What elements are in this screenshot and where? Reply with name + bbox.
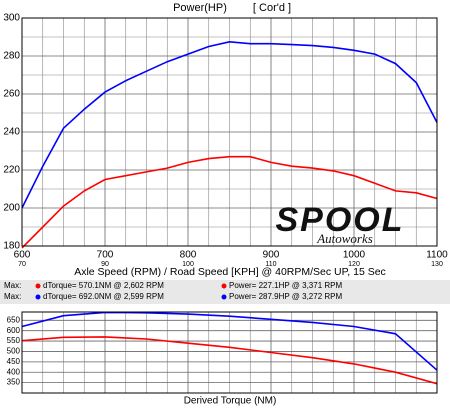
x2-tick-label: 90 (101, 261, 109, 268)
plot-border (21, 311, 438, 394)
series-line (21, 155, 438, 249)
series-line (21, 311, 438, 371)
legend-bullet (221, 283, 227, 289)
y-tick-label: 350 (7, 378, 21, 387)
x-tick-label: 700 (97, 250, 114, 261)
y-tick-label: 300 (3, 13, 20, 24)
y-tick-label: 650 (7, 315, 21, 324)
x-tick-label: 900 (263, 250, 280, 261)
legend-entry: Power= 287.9HP @ 3,272 RPM (229, 292, 342, 301)
x2-tick-label: 70 (18, 261, 26, 268)
legend-bullet (221, 294, 227, 300)
logo-sub: Autoworks (316, 231, 373, 246)
chart-title: Derived Torque (NM) (184, 396, 277, 407)
series-line (21, 40, 438, 209)
legend-bullet (35, 294, 41, 300)
x-tick-label: 600 (14, 250, 31, 261)
x2-tick-label: 120 (348, 261, 360, 268)
legend-entry: Power= 227.1HP @ 3,371 RPM (229, 281, 342, 290)
y-tick-label: 220 (3, 165, 20, 176)
chart-subtitle: [ Cor'd ] (253, 2, 291, 14)
legend-max: Max: (4, 281, 21, 290)
plot-border (21, 17, 438, 247)
y-tick-label: 200 (3, 203, 20, 214)
x-tick-label: 1000 (343, 250, 366, 261)
x2-tick-label: 130 (431, 261, 443, 268)
legend-entry: dTorque= 692.0NM @ 2,599 RPM (43, 292, 164, 301)
y-tick-label: 260 (3, 89, 20, 100)
y-tick-label: 400 (7, 367, 21, 376)
y-tick-label: 240 (3, 127, 20, 138)
chart-title: Power(HP) (173, 2, 227, 14)
legend-entry: dTorque= 570.1NM @ 2,602 RPM (43, 281, 164, 290)
legend-max: Max: (4, 292, 21, 301)
x-tick-label: 1100 (426, 250, 448, 261)
series-line (21, 336, 438, 385)
y-tick-label: 450 (7, 357, 21, 366)
x2-tick-label: 110 (265, 261, 276, 268)
y-tick-label: 280 (3, 51, 20, 62)
y-tick-label: 180 (3, 241, 20, 252)
y-tick-label: 550 (7, 336, 21, 345)
x2-tick-label: 100 (182, 261, 194, 268)
x-axis-label: Axle Speed (RPM) / Road Speed [KPH] @ 40… (74, 266, 386, 278)
y-tick-label: 500 (7, 347, 21, 356)
x-tick-label: 800 (180, 250, 197, 261)
logo: SPOOL (275, 201, 404, 239)
legend-bullet (35, 283, 41, 289)
y-tick-label: 600 (7, 326, 21, 335)
